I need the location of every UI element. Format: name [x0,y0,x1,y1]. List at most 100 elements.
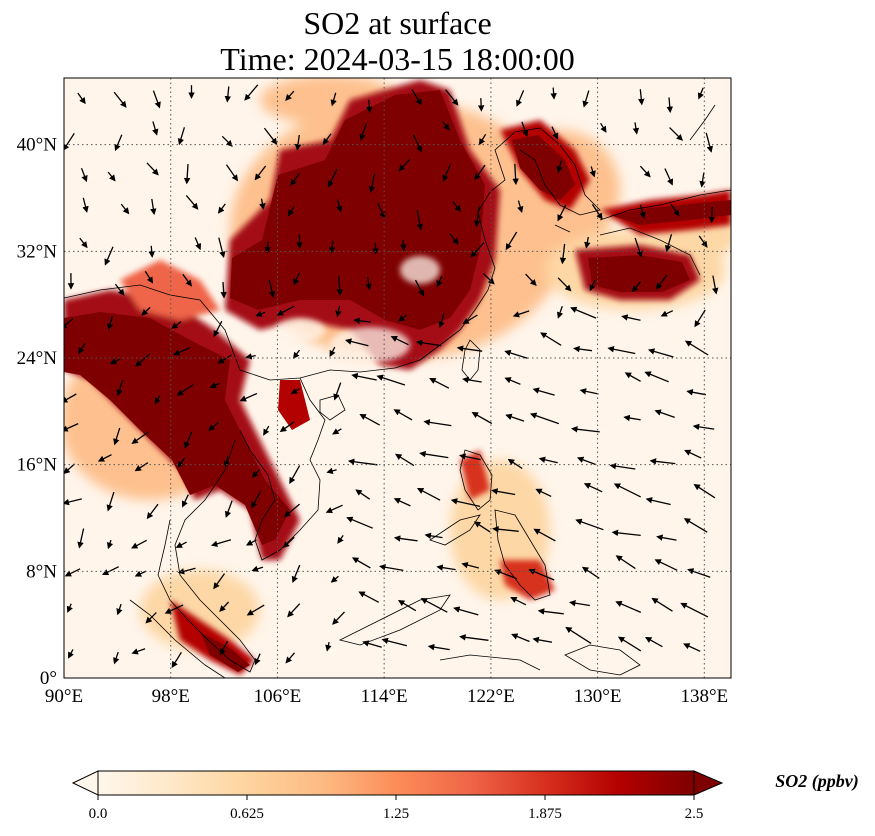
wind-arrow-108 [64,318,74,330]
wind-arrow-133 [329,346,336,358]
wind-arrow-203 [251,490,262,509]
lon-tick-label-0: 90°E [45,686,83,707]
wind-arrow-138 [504,349,528,359]
wind-arrow-32 [600,122,607,133]
wind-arrow-184 [223,456,230,468]
wind-arrow-122 [570,306,597,319]
wind-arrow-230 [575,518,604,531]
map-title-line1: SO2 at surface [303,5,492,41]
wind-arrow-286 [644,636,663,648]
colorbar-extend-high [693,770,724,796]
wind-arrow-146 [154,395,161,405]
wind-arrow-159 [624,372,641,382]
wind-arrow-262 [420,598,448,613]
map-title-line2: Time: 2024-03-15 18:00:00 [220,41,575,77]
wind-arrow-211 [535,488,552,497]
wind-arrow-82 [449,233,459,245]
wind-arrow-191 [459,453,481,461]
wind-arrow-276 [285,652,295,664]
wind-arrow-38 [146,162,159,176]
wind-arrow-278 [362,640,382,648]
wind-arrow-261 [397,600,417,612]
wind-arrow-275 [254,653,261,666]
wind-arrow-285 [617,636,642,652]
wind-arrow-25 [322,133,332,145]
wind-arrow-92 [144,270,154,284]
wind-arrow-53 [699,172,706,188]
wind-arrow-173 [471,412,493,425]
wind-arrow-128 [135,353,150,367]
wind-arrow-228 [492,525,519,533]
wind-arrow-36 [80,167,88,183]
wind-arrow-175 [529,412,560,425]
wind-arrow-15 [638,89,645,106]
wind-arrow-208 [416,487,441,501]
colorbar-tick-label-2: 1.25 [383,806,409,822]
wind-arrow-96 [293,272,300,286]
wind-arrow-220 [210,539,232,547]
wind-arrow-43 [327,168,338,188]
wind-arrow-231 [611,529,641,537]
longitude-axis: 90°E 98°E 106°E 114°E 122°E 130°E 138°E [45,686,728,707]
wind-arrow-4 [224,86,232,103]
wind-arrow-221 [245,539,257,546]
wind-arrow-197 [684,449,702,459]
wind-arrow-137 [456,345,483,352]
gridlines [64,78,731,678]
wind-arrow-123 [621,314,641,321]
wind-arrow-170 [359,413,381,426]
wind-arrow-105 [631,281,641,293]
wind-arrow-57 [185,194,199,210]
wind-arrow-14 [582,90,590,108]
wind-arrow-75 [194,237,202,251]
wind-arrow-176 [571,426,600,433]
wind-arrow-277 [325,641,332,652]
wind-arrow-270 [67,649,74,659]
wind-arrow-180 [64,463,76,475]
wind-arrow-112 [213,320,223,338]
wind-arrow-249 [615,555,636,570]
wind-arrow-216 [77,528,85,549]
wind-arrow-236 [134,570,147,577]
wind-arrow-199 [106,491,115,512]
wind-arrow-153 [376,374,406,386]
colorbar-tick-label-3: 1.875 [528,806,562,822]
wind-arrow-234 [64,568,81,577]
lat-tick-label-2: 16°N [17,455,58,476]
wind-arrow-269 [680,602,709,618]
wind-arrow-252 [66,603,73,613]
wind-arrow-174 [505,413,525,422]
wind-arrow-225 [393,535,418,542]
wind-arrow-219 [175,541,187,548]
wind-arrow-73 [104,246,114,266]
wind-arrow-169 [332,428,342,435]
wind-arrow-135 [390,336,409,346]
wind-arrow-88 [664,234,673,252]
wind-arrow-154 [429,378,450,389]
lat-tick-label-5: 40°N [17,135,58,156]
wind-arrow-72 [79,237,88,249]
wind-arrow-17 [697,87,704,100]
wind-arrow-259 [332,611,345,625]
wind-arrow-279 [381,637,408,647]
wind-arrow-281 [459,634,489,641]
wind-arrow-130 [217,354,232,364]
wind-arrow-202 [224,500,233,518]
wind-arrow-242 [351,557,371,569]
wind-arrow-263 [453,606,479,616]
wind-arrow-156 [504,377,521,385]
map-frame [63,77,732,679]
wind-arrow-233 [683,518,708,533]
wind-arrow-74 [148,245,155,258]
wind-arrow-163 [113,427,121,446]
wind-arrow-28 [442,121,450,131]
wind-arrow-106 [655,274,668,290]
wind-arrow-196 [649,458,676,465]
wind-arrow-215 [693,483,716,499]
wind-arrow-238 [213,573,226,590]
wind-arrow-217 [106,539,114,550]
wind-arrow-171 [393,409,413,421]
wind-arrow-147 [176,383,194,396]
wind-arrow-22 [221,135,233,147]
wind-arrow-141 [607,346,636,355]
